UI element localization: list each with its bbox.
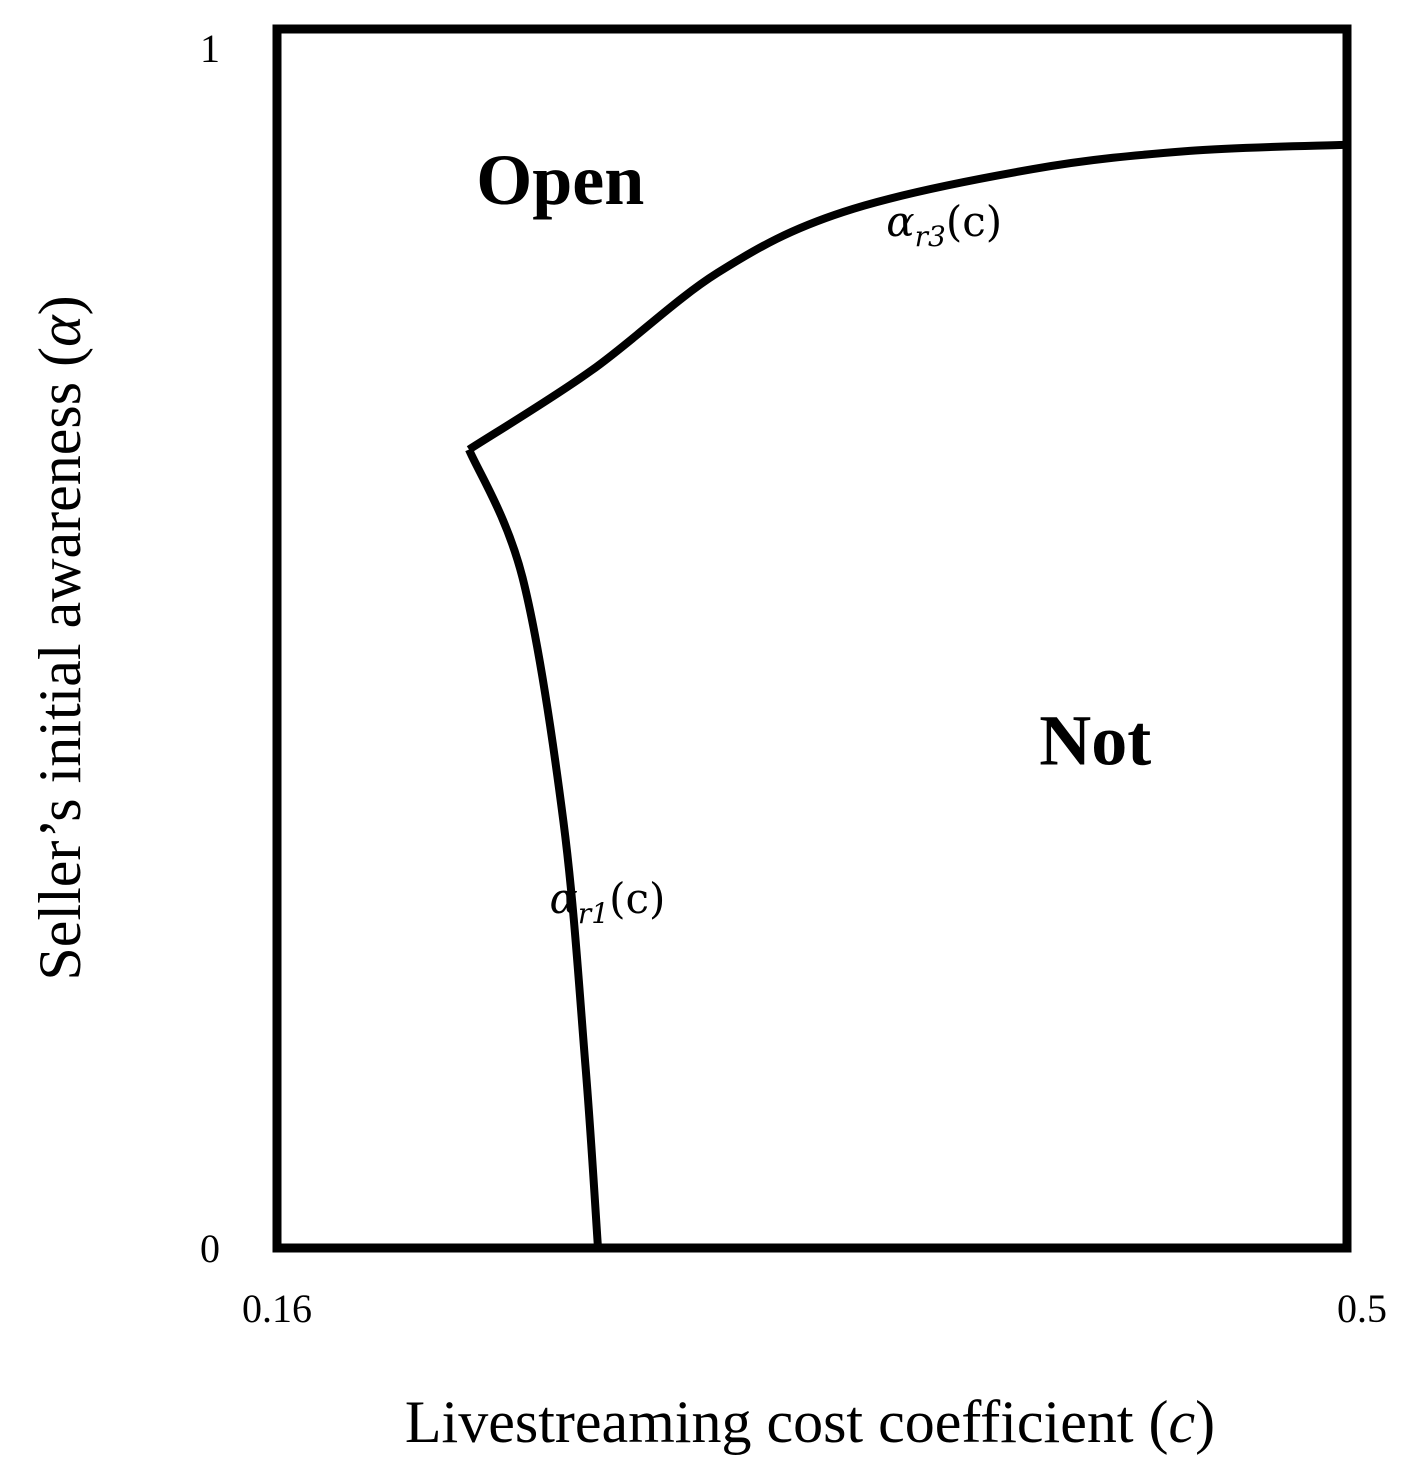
curve-label-alpha-r1: αr1(c) [550, 874, 666, 930]
boundary-curves [465, 140, 1348, 1249]
region-label-not: Not [1039, 701, 1151, 781]
curve-label-r1-sub: r1 [578, 897, 609, 930]
x-axis-title-close: ) [1195, 1389, 1215, 1455]
y-axis-title-text: Seller’s initial awareness ( [27, 347, 93, 981]
y-axis-title: Seller’s initial awareness (α) [27, 295, 93, 980]
x-axis-title-text: Livestreaming cost coefficient ( [405, 1389, 1169, 1455]
x-axis-title-var: c [1168, 1389, 1195, 1455]
x-axis-title: Livestreaming cost coefficient (c) [405, 1389, 1215, 1455]
curve-label-r3-sub: r3 [915, 220, 946, 253]
x-tick-right: 0.5 [1337, 1286, 1387, 1331]
x-tick-left: 0.16 [242, 1286, 312, 1331]
curve-r3 [466, 140, 1348, 453]
y-axis-title-close: ) [27, 295, 93, 315]
y-tick-bottom: 0 [200, 1226, 220, 1271]
curve-label-r3-arg: (c) [946, 197, 1002, 246]
curve-label-r1-base: α [550, 874, 578, 923]
curve-label-r3-base: α [886, 197, 914, 246]
y-axis-title-var: α [27, 314, 93, 347]
region-label-open: Open [476, 140, 644, 220]
curve-label-alpha-r3: αr3(c) [886, 197, 1002, 253]
curve-r1 [465, 448, 602, 1249]
plot-frame [272, 24, 1352, 1253]
curve-label-r1-arg: (c) [609, 874, 665, 923]
y-tick-top: 1 [200, 26, 220, 71]
